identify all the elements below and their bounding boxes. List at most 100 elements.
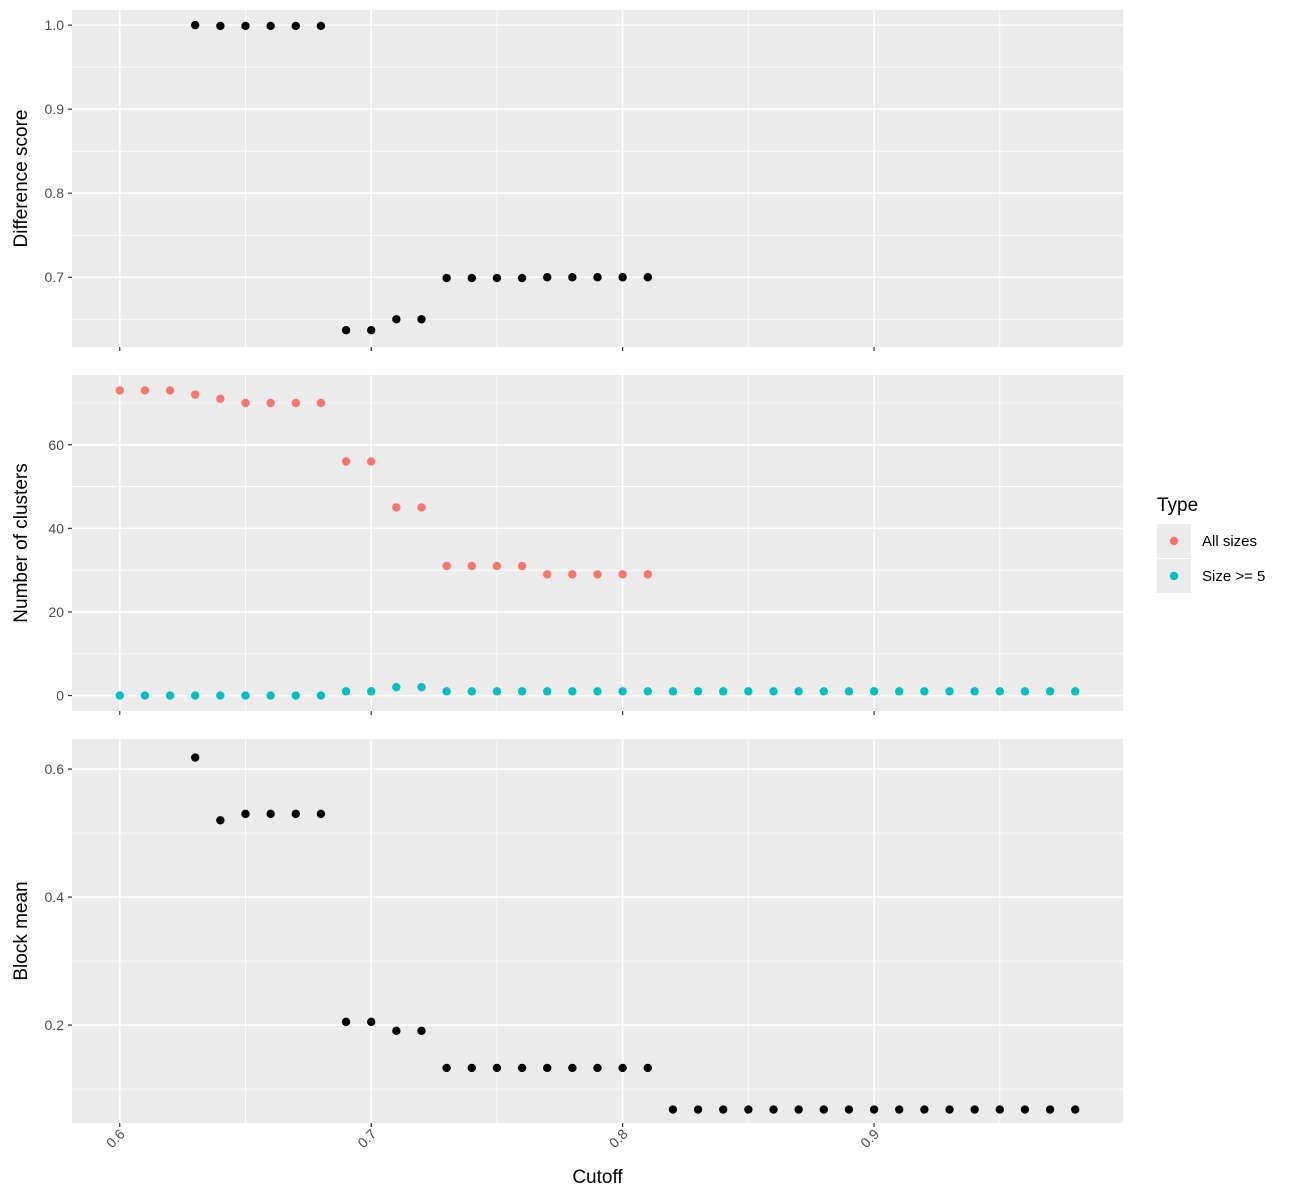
x-tick-label: 0.9 bbox=[857, 1126, 882, 1151]
data-point bbox=[316, 691, 326, 700]
data-point bbox=[693, 687, 703, 696]
data-point bbox=[417, 682, 426, 692]
data-point bbox=[115, 386, 124, 395]
data-point bbox=[191, 390, 200, 399]
data-point bbox=[693, 1105, 703, 1114]
data-point bbox=[392, 682, 401, 692]
data-point bbox=[844, 687, 854, 696]
data-point bbox=[920, 1105, 929, 1114]
data-point bbox=[869, 1105, 879, 1114]
data-point bbox=[140, 691, 150, 700]
y-tick-label: 0.7 bbox=[45, 269, 65, 285]
data-point bbox=[367, 457, 376, 466]
data-point bbox=[341, 1017, 351, 1027]
panel-3: 0.2 0.4 0.6 Block mean bbox=[11, 739, 1123, 1127]
data-point bbox=[543, 570, 552, 579]
data-point bbox=[668, 1105, 678, 1114]
data-point bbox=[844, 1105, 854, 1114]
data-point bbox=[492, 1063, 502, 1073]
y-axis-title: Block mean bbox=[11, 881, 32, 980]
data-point bbox=[316, 809, 326, 819]
y-tick-label: 1.0 bbox=[45, 17, 65, 33]
data-point bbox=[467, 561, 476, 571]
data-point bbox=[367, 325, 376, 335]
data-point bbox=[618, 570, 627, 579]
series-1 bbox=[191, 753, 1080, 1114]
data-point bbox=[467, 273, 476, 283]
data-point bbox=[341, 325, 351, 335]
y-tick-label: 0.4 bbox=[45, 889, 65, 905]
data-point bbox=[266, 21, 275, 31]
data-point bbox=[316, 21, 326, 31]
data-point bbox=[945, 1105, 954, 1114]
data-point bbox=[744, 1105, 753, 1114]
y-tick-label: 20 bbox=[48, 604, 64, 620]
data-point bbox=[316, 398, 326, 408]
data-point bbox=[819, 687, 828, 696]
data-point bbox=[417, 315, 426, 324]
data-point bbox=[719, 1105, 728, 1114]
data-point bbox=[266, 809, 275, 819]
data-point bbox=[442, 1063, 451, 1073]
y-tick-label: 60 bbox=[48, 437, 64, 453]
data-point bbox=[216, 691, 225, 700]
data-point bbox=[241, 809, 250, 819]
data-point bbox=[367, 1017, 376, 1027]
x-axis-title: Cutoff bbox=[572, 1167, 623, 1188]
panel-2: 0 20 40 60 Number of clusters bbox=[11, 375, 1123, 715]
y-axis-title: Difference score bbox=[11, 110, 32, 248]
data-point bbox=[945, 687, 954, 696]
data-point bbox=[517, 687, 527, 696]
panel-background bbox=[72, 10, 1123, 347]
series-2 bbox=[115, 682, 1080, 700]
y-tick-label: 0 bbox=[56, 688, 64, 704]
data-point bbox=[492, 561, 502, 571]
data-point bbox=[618, 273, 627, 282]
y-tick-label: 0.9 bbox=[45, 101, 65, 117]
data-point bbox=[568, 570, 577, 579]
data-point bbox=[216, 21, 225, 31]
data-point bbox=[165, 691, 175, 700]
data-point bbox=[769, 687, 778, 696]
data-point bbox=[895, 687, 904, 696]
x-tick-label: 0.6 bbox=[103, 1126, 128, 1151]
data-point bbox=[744, 687, 753, 696]
data-point bbox=[341, 687, 351, 696]
data-point bbox=[492, 273, 502, 283]
data-point bbox=[995, 1105, 1004, 1114]
data-point bbox=[769, 1105, 778, 1114]
legend-label: Size >= 5 bbox=[1202, 568, 1265, 585]
data-point bbox=[643, 570, 652, 579]
data-point bbox=[719, 687, 728, 696]
data-point bbox=[1071, 1105, 1080, 1114]
panel-1: 0.7 0.8 0.9 1.0 Difference score bbox=[11, 10, 1123, 351]
data-point bbox=[970, 687, 979, 696]
data-point bbox=[367, 687, 376, 696]
data-point bbox=[392, 315, 401, 324]
data-point bbox=[1045, 687, 1055, 696]
data-point bbox=[266, 691, 275, 700]
panel-background bbox=[72, 739, 1123, 1123]
data-point bbox=[618, 1063, 627, 1073]
x-tick-label: 0.7 bbox=[354, 1126, 379, 1151]
data-point bbox=[517, 1063, 527, 1073]
data-point bbox=[618, 687, 627, 696]
series-1 bbox=[115, 386, 652, 579]
data-point bbox=[191, 753, 200, 762]
data-point bbox=[291, 21, 300, 31]
data-point bbox=[417, 1026, 426, 1036]
data-point bbox=[970, 1105, 979, 1114]
data-point bbox=[492, 687, 502, 696]
data-point bbox=[568, 687, 577, 696]
data-point bbox=[291, 398, 300, 408]
data-point bbox=[115, 691, 124, 700]
data-point bbox=[392, 1026, 401, 1036]
data-point bbox=[517, 561, 527, 571]
data-point bbox=[241, 21, 250, 31]
legend-title: Type bbox=[1157, 495, 1198, 516]
data-point bbox=[1045, 1105, 1055, 1114]
legend-swatch bbox=[1169, 536, 1179, 546]
data-point bbox=[341, 457, 351, 466]
y-tick-label: 0.2 bbox=[45, 1017, 65, 1033]
